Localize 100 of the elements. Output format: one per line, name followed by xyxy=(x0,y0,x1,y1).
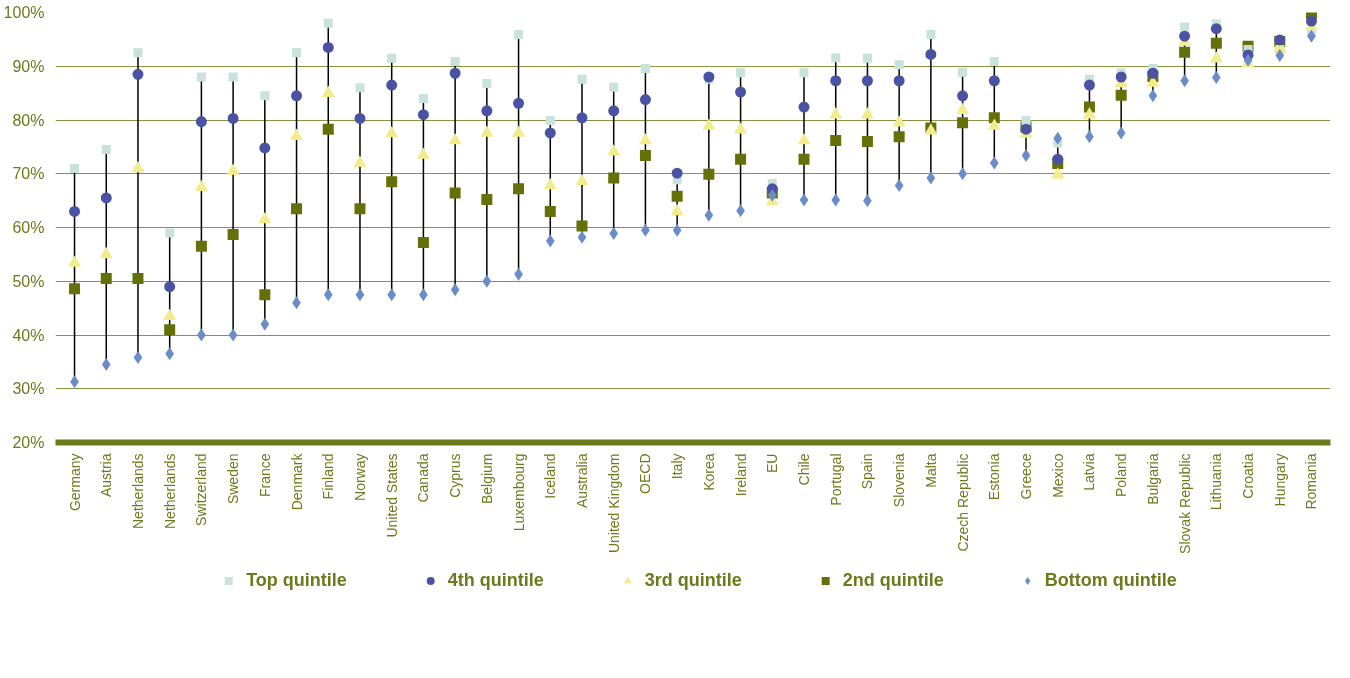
point xyxy=(576,220,588,232)
point xyxy=(386,79,398,91)
point xyxy=(513,183,525,195)
point xyxy=(545,234,555,248)
point xyxy=(1305,15,1317,27)
point xyxy=(607,144,621,156)
point xyxy=(956,102,970,115)
point xyxy=(416,147,430,159)
point xyxy=(672,223,682,237)
point xyxy=(608,105,620,117)
legend-label: Top quintile xyxy=(246,569,347,591)
point xyxy=(291,203,303,215)
y-tick-label: 90% xyxy=(12,57,45,75)
point xyxy=(1209,51,1223,63)
point xyxy=(894,179,904,193)
point xyxy=(292,48,302,58)
point xyxy=(1115,71,1127,83)
point xyxy=(482,78,492,88)
point xyxy=(1021,116,1031,126)
y-tick-label: 40% xyxy=(12,326,45,344)
point xyxy=(957,90,969,102)
y-tick-label: 60% xyxy=(12,219,45,236)
legend-label: 2nd quintile xyxy=(842,569,944,591)
x-tick-label: Cyprus xyxy=(447,453,464,498)
point xyxy=(543,178,557,190)
point xyxy=(514,30,524,40)
x-tick-label: Croatia xyxy=(1240,453,1257,499)
point xyxy=(670,203,684,216)
point xyxy=(1179,46,1191,58)
point xyxy=(545,116,555,126)
point xyxy=(449,187,461,199)
point xyxy=(640,63,650,73)
point xyxy=(194,179,208,191)
x-tick-label: United States xyxy=(383,453,400,538)
x-tick-label: France xyxy=(256,453,273,498)
point xyxy=(1052,153,1064,165)
point xyxy=(1116,126,1126,140)
point xyxy=(1180,22,1190,32)
point xyxy=(831,193,841,207)
legend-label: 3rd quintile xyxy=(644,569,742,591)
point xyxy=(228,328,238,342)
point xyxy=(735,86,747,98)
x-tick-label: Estonia xyxy=(986,453,1003,501)
point xyxy=(734,122,748,134)
point xyxy=(259,142,271,154)
point xyxy=(449,67,461,79)
point xyxy=(1021,148,1031,162)
x-tick-label: Belgium xyxy=(478,453,495,505)
x-tick-label: Mexico xyxy=(1049,453,1066,498)
x-tick-label: Netherlands xyxy=(161,453,178,529)
point xyxy=(797,132,811,145)
point xyxy=(164,281,176,293)
point xyxy=(830,134,842,146)
point xyxy=(988,112,1000,124)
x-tick-label: Finland xyxy=(320,453,337,500)
point xyxy=(131,160,145,173)
point xyxy=(481,194,493,206)
point xyxy=(1210,23,1222,35)
point xyxy=(323,18,333,28)
point xyxy=(957,117,969,129)
point xyxy=(133,48,143,58)
point xyxy=(704,208,714,222)
point xyxy=(132,273,144,285)
point xyxy=(322,41,334,53)
x-tick-label: Romania xyxy=(1303,453,1320,510)
point xyxy=(228,72,238,82)
point xyxy=(226,163,240,175)
y-tick-label: 100% xyxy=(3,4,45,21)
point xyxy=(165,347,175,361)
x-tick-label: Lithuania xyxy=(1208,453,1225,511)
point xyxy=(260,317,270,331)
point xyxy=(417,237,429,249)
point xyxy=(165,228,175,238)
point xyxy=(608,172,620,184)
x-tick-label: Slovak Republic xyxy=(1176,453,1193,554)
point xyxy=(323,288,333,302)
point xyxy=(513,97,525,109)
point xyxy=(450,283,460,297)
point xyxy=(290,128,304,140)
point xyxy=(355,288,365,302)
point xyxy=(861,75,873,87)
point xyxy=(195,240,207,252)
point xyxy=(387,288,397,302)
point xyxy=(577,74,587,84)
point xyxy=(638,132,652,145)
point xyxy=(196,72,206,82)
x-tick-label: Bulgaria xyxy=(1144,453,1161,505)
legend-label: Bottom quintile xyxy=(1044,569,1177,591)
point xyxy=(958,67,968,77)
point xyxy=(164,324,176,336)
point xyxy=(195,116,207,128)
legend-label: 4th quintile xyxy=(447,569,544,591)
point xyxy=(385,125,399,138)
point xyxy=(799,193,809,207)
x-tick-label: Germany xyxy=(66,453,83,512)
x-tick-label: Malta xyxy=(922,453,939,488)
point xyxy=(544,205,556,217)
x-tick-label: Hungary xyxy=(1271,453,1288,507)
point xyxy=(1115,89,1127,101)
point xyxy=(132,68,144,80)
